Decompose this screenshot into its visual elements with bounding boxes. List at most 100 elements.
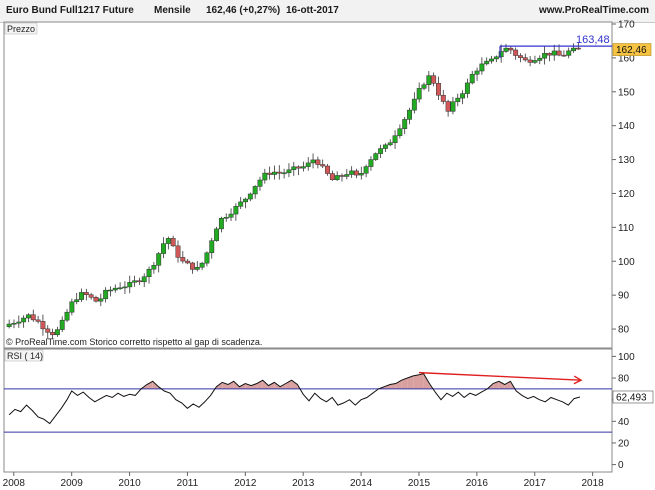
rsi-overbought-segment	[418, 373, 424, 389]
x-tick-label: 2014	[350, 478, 373, 489]
candle-bear	[445, 101, 451, 112]
candle-bull	[416, 88, 422, 100]
candle-bear	[561, 54, 567, 57]
candle-bull	[103, 289, 109, 300]
candle-bull	[21, 317, 27, 323]
candle-bull	[281, 172, 287, 175]
candle-bear	[329, 173, 335, 180]
candle-bull	[127, 282, 133, 288]
candle-bull	[132, 280, 138, 283]
candle-bear	[431, 75, 437, 84]
candle-bull	[223, 217, 229, 219]
title-bar: Euro Bund Full1217 Future Mensile 162,46…	[0, 0, 655, 23]
candle-bear	[527, 59, 533, 63]
candle-bull	[378, 148, 384, 154]
candle-bear	[296, 166, 302, 169]
x-tick-label: 2013	[292, 478, 315, 489]
candle-bull	[233, 206, 239, 215]
x-tick-label: 2012	[234, 478, 257, 489]
price-y-tick-label: 170	[618, 20, 635, 31]
rsi-last-badge-text: 62,493	[616, 392, 647, 403]
candle-bull	[542, 53, 548, 59]
candle-bull	[474, 70, 480, 75]
candle-bull	[334, 175, 340, 180]
candle-bear	[83, 292, 89, 295]
candle-bull	[112, 287, 118, 291]
candle-bear	[30, 314, 36, 321]
candle-bear	[320, 164, 326, 167]
candle-bear	[325, 165, 330, 174]
candle-bull	[300, 166, 306, 169]
candle-bull	[532, 60, 538, 63]
rsi-y-tick-label: 20	[618, 438, 630, 449]
x-tick-label: 2008	[3, 478, 26, 489]
price-y-tick-label: 100	[618, 257, 635, 268]
candle-bull	[349, 170, 355, 175]
candle-bull	[305, 162, 311, 167]
rsi-reference-lines	[4, 388, 612, 433]
resistance-level-label: 163,48	[576, 34, 610, 46]
price-y-tick-label: 150	[618, 87, 635, 98]
candle-bull	[272, 171, 277, 175]
x-tick-label: 2016	[466, 478, 489, 489]
candle-bear	[522, 57, 528, 61]
candle-bear	[508, 47, 514, 51]
rsi-line	[8, 373, 581, 425]
candle-bull	[69, 301, 75, 313]
candle-bull	[479, 63, 485, 72]
x-tick-label: 2015	[408, 478, 431, 489]
rsi-last-badge	[612, 390, 654, 404]
candle-bull	[209, 240, 215, 254]
candle-bear	[267, 172, 273, 175]
x-tick-label: 2011	[177, 478, 199, 489]
rsi-overbought-segment	[413, 374, 419, 389]
price-overlays: 163,48 162,46	[499, 34, 652, 59]
candle-bull	[537, 57, 543, 61]
rsi-overbought-segment	[227, 381, 234, 389]
candle-bear	[556, 50, 562, 56]
rsi-panel-frame	[3, 348, 613, 473]
candle-bull	[344, 174, 350, 177]
candle-bull	[16, 321, 22, 324]
candle-bull	[98, 298, 104, 302]
candle-bull	[26, 314, 31, 319]
candle-bull	[247, 193, 253, 200]
candle-bear	[513, 49, 519, 56]
x-tick-label: 2018	[582, 478, 605, 489]
candle-bull	[59, 319, 65, 330]
rsi-overbought-segment	[251, 383, 257, 389]
rsi-overbought-segment	[423, 373, 430, 389]
price-y-tick-label: 130	[618, 155, 635, 166]
candle-bull	[79, 292, 84, 300]
site-link[interactable]: www.ProRealTime.com	[539, 5, 650, 16]
candle-bear	[546, 53, 552, 56]
price-y-axis: 80 90 100 110 120 130 140 150 160 170	[612, 20, 635, 336]
candle-bull	[122, 286, 128, 289]
candle-bull	[387, 142, 393, 146]
price-label-box	[4, 22, 38, 35]
candle-bull	[407, 109, 412, 120]
quote-date: 16-ott-2017	[286, 5, 339, 16]
candle-bear	[185, 260, 191, 264]
rsi-overbought-segment	[256, 380, 263, 389]
price-candles	[6, 42, 581, 340]
candle-bear	[175, 245, 181, 258]
rsi-overbought-segment	[384, 384, 391, 389]
candle-bull	[74, 299, 80, 303]
candle-bear	[45, 328, 51, 333]
candle-bear	[35, 319, 41, 322]
rsi-overbought-segment	[504, 381, 511, 389]
price-y-tick-label: 120	[618, 189, 635, 200]
rsi-overbought-segment	[401, 378, 408, 389]
candle-bear	[88, 294, 94, 298]
candle-bear	[50, 332, 56, 336]
candle-bull	[228, 213, 234, 218]
rsi-panel-label: RSI ( 14)	[7, 351, 43, 361]
candle-bear	[136, 280, 142, 283]
candle-bull	[411, 98, 417, 111]
price-y-tick-label: 140	[618, 121, 635, 132]
x-tick-label: 2010	[118, 478, 141, 489]
candle-bull	[117, 287, 123, 290]
candle-bull	[397, 128, 403, 136]
rsi-overbought-segment	[390, 383, 396, 389]
